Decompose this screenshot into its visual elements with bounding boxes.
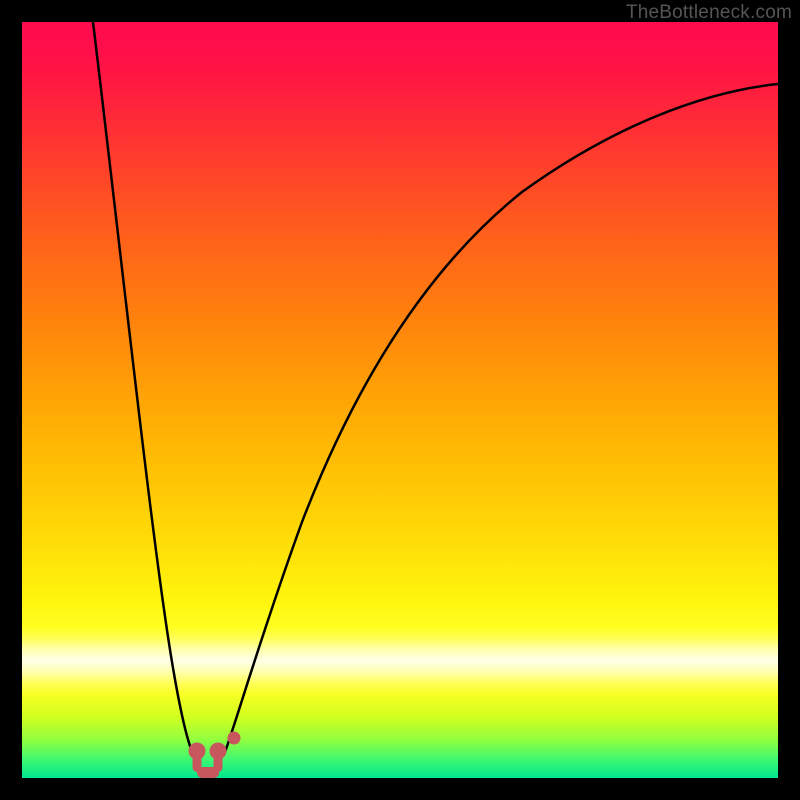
left-curve (93, 22, 194, 756)
valley-marker (189, 732, 241, 779)
bottleneck-curves (22, 22, 778, 778)
watermark-text: TheBottleneck.com (626, 2, 792, 24)
bottleneck-chart (22, 22, 778, 778)
right-curve (225, 84, 778, 752)
